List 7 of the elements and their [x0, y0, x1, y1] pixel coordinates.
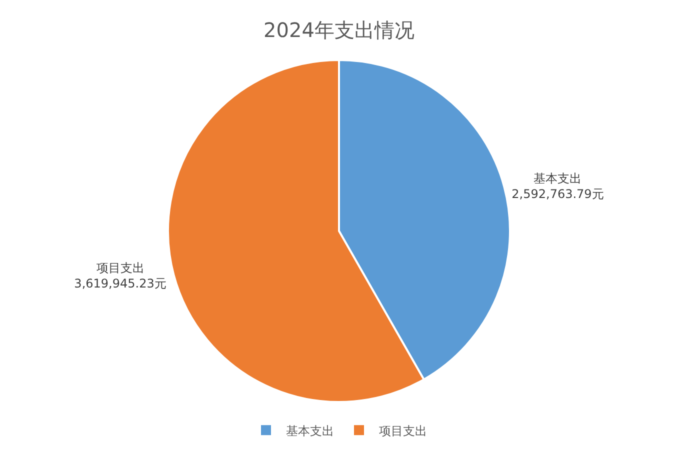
- data-label: 2,592,763.79元: [512, 186, 604, 201]
- slice-label: 基本支出: [534, 171, 582, 186]
- legend-label: 项目支出: [379, 424, 427, 438]
- data-label: 3,619,945.23元: [74, 276, 166, 291]
- chart-title: 2024年支出情况: [264, 18, 414, 42]
- slice-label: 项目支出: [96, 261, 144, 276]
- legend-label: 基本支出: [286, 424, 334, 438]
